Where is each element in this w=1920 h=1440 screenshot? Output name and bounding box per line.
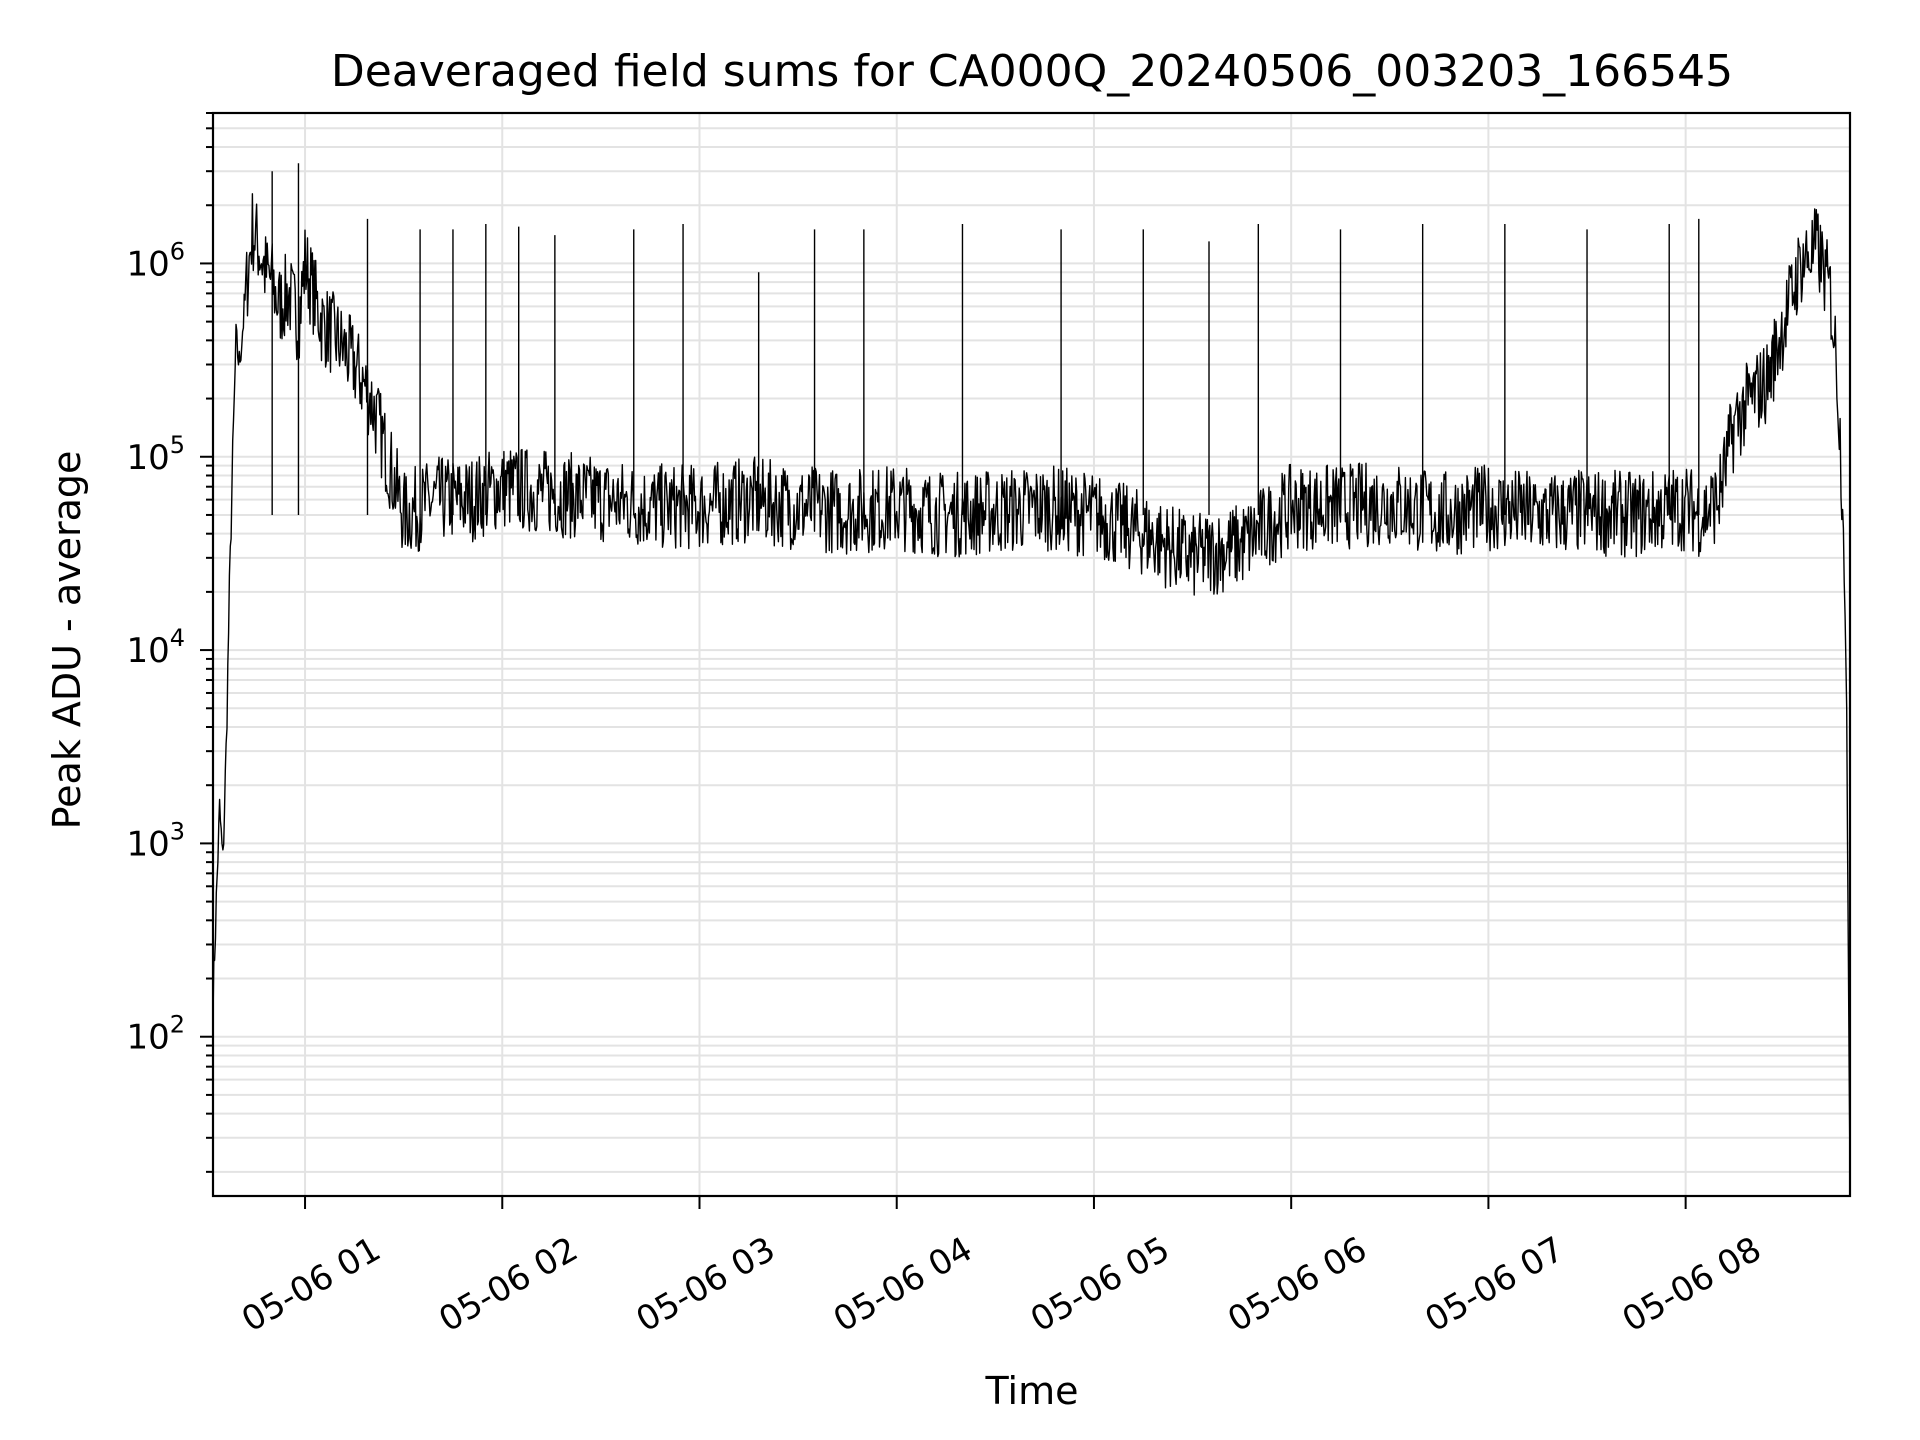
x-axis-label: Time	[985, 1369, 1079, 1413]
chart-title: Deaveraged field sums for CA000Q_2024050…	[331, 46, 1733, 97]
y-tick-label: 105	[126, 431, 185, 478]
y-tick-label: 102	[126, 1011, 185, 1058]
plot-frame	[211, 111, 1852, 1198]
y-tick-label: 103	[126, 817, 185, 864]
y-tick-label: 104	[126, 624, 185, 671]
y-tick-label: 106	[126, 237, 185, 284]
grid-lines	[213, 112, 1850, 1196]
y-axis-label: Peak ADU - average	[45, 451, 89, 830]
data-series	[212, 163, 1851, 1172]
